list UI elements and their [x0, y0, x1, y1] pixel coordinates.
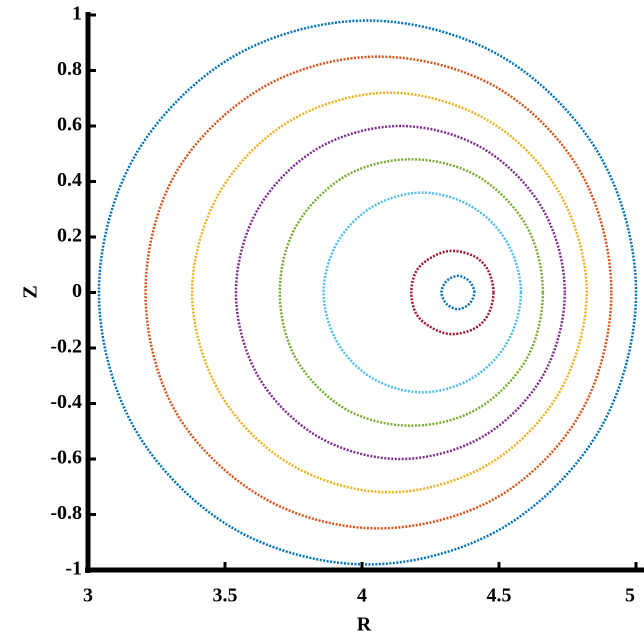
y-tick-label: -0.4 — [50, 391, 82, 413]
y-tick-label: 0.8 — [57, 58, 82, 80]
x-axis-label: R — [357, 614, 372, 636]
y-tick-label: -0.8 — [50, 502, 82, 524]
x-tick-label: 4.5 — [487, 585, 512, 607]
y-tick-label: 0.6 — [57, 114, 82, 136]
flux-surface — [144, 55, 613, 530]
y-tick-label: 0.2 — [57, 225, 82, 247]
y-tick-label: 0.4 — [57, 169, 82, 191]
y-tick-label: 0 — [72, 280, 82, 302]
flux-surface — [97, 19, 638, 566]
y-tick-label: -0.6 — [50, 447, 82, 469]
flux-surface — [278, 158, 545, 427]
flux-surface — [322, 191, 523, 394]
x-tick-label: 3 — [83, 585, 93, 607]
flux-surface — [440, 274, 476, 311]
flux-surface — [234, 124, 567, 461]
flux-surface — [410, 249, 495, 336]
y-tick-label: -1 — [65, 558, 82, 580]
x-tick-label: 5 — [625, 585, 635, 607]
x-tick-label: 4 — [357, 585, 367, 607]
y-tick-label: 1 — [72, 3, 82, 25]
y-axis-label: Z — [20, 285, 42, 298]
flux-surface — [190, 91, 588, 494]
x-tick-label: 3.5 — [213, 585, 238, 607]
y-tick-label: -0.2 — [50, 336, 82, 358]
